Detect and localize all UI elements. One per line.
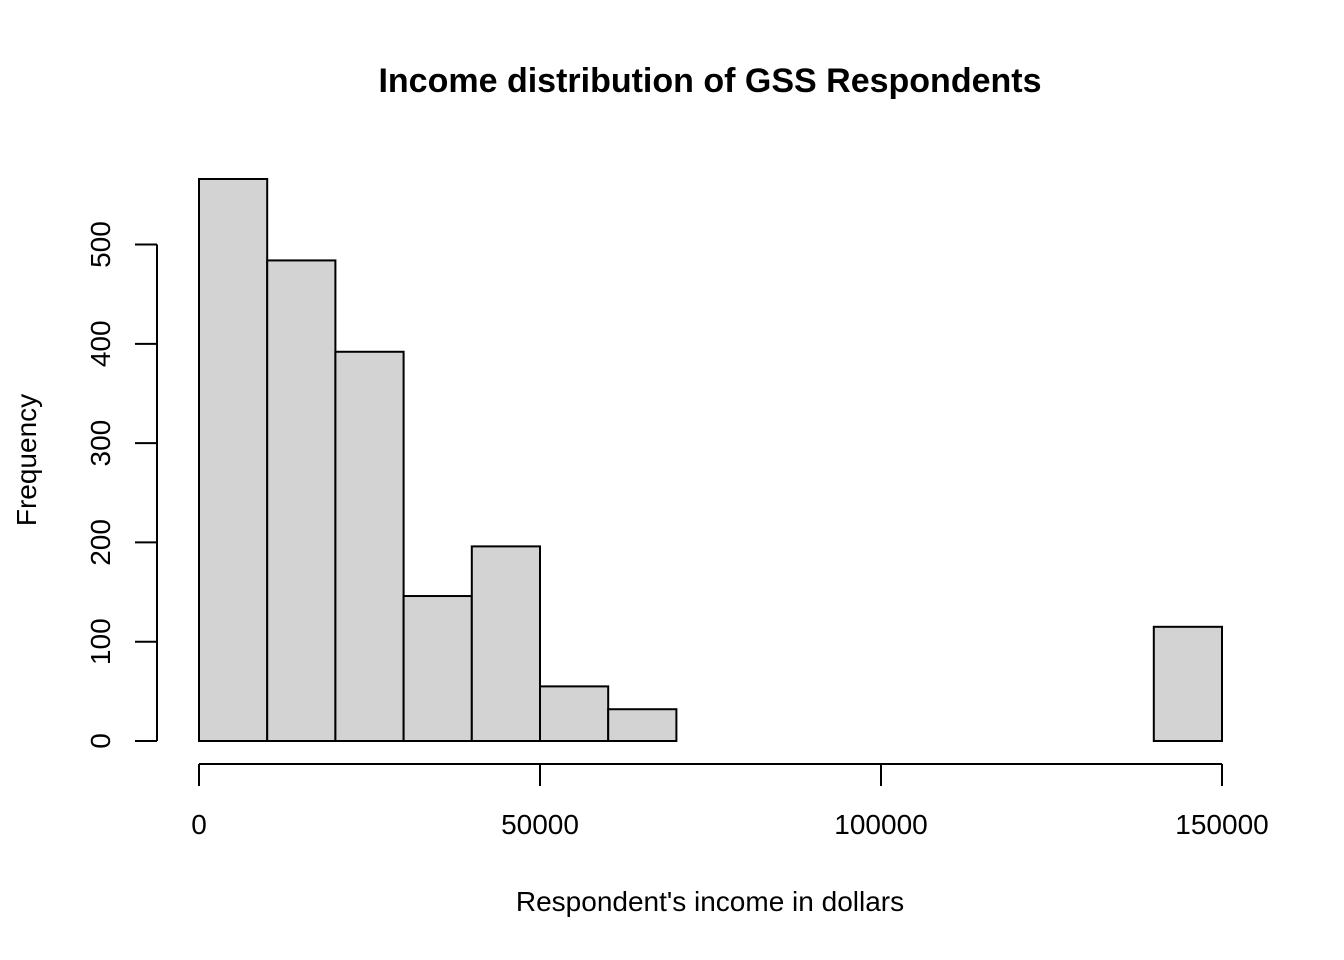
y-tick-label: 400 xyxy=(85,320,116,367)
bars-group xyxy=(198,178,1224,743)
histogram-bar xyxy=(402,595,473,742)
chart-title: Income distribution of GSS Respondents xyxy=(378,62,1041,100)
histogram-bar xyxy=(607,708,678,742)
y-tick-label: 100 xyxy=(85,618,116,665)
histogram-bar xyxy=(334,350,405,742)
x-tick-label: 100000 xyxy=(834,809,927,840)
histogram-bar xyxy=(266,259,337,742)
y-tick-label: 200 xyxy=(85,519,116,566)
x-axis: 0 50000 100000 150000 xyxy=(191,763,1269,840)
y-tick-label: 500 xyxy=(85,221,116,268)
x-tick-label: 50000 xyxy=(501,809,579,840)
y-tick-label: 0 xyxy=(85,733,116,749)
histogram-bar xyxy=(539,685,610,742)
x-tick-label: 150000 xyxy=(1175,809,1268,840)
histogram-bar xyxy=(198,178,269,742)
y-tick-label: 300 xyxy=(85,420,116,467)
x-axis-label: Respondent's income in dollars xyxy=(516,886,904,917)
histogram-bar xyxy=(470,545,541,742)
y-axis: 0 100 200 300 400 500 xyxy=(85,221,158,749)
histogram-bar xyxy=(1152,625,1224,743)
x-tick-label: 0 xyxy=(191,809,207,840)
y-axis-label: Frequency xyxy=(11,394,42,526)
